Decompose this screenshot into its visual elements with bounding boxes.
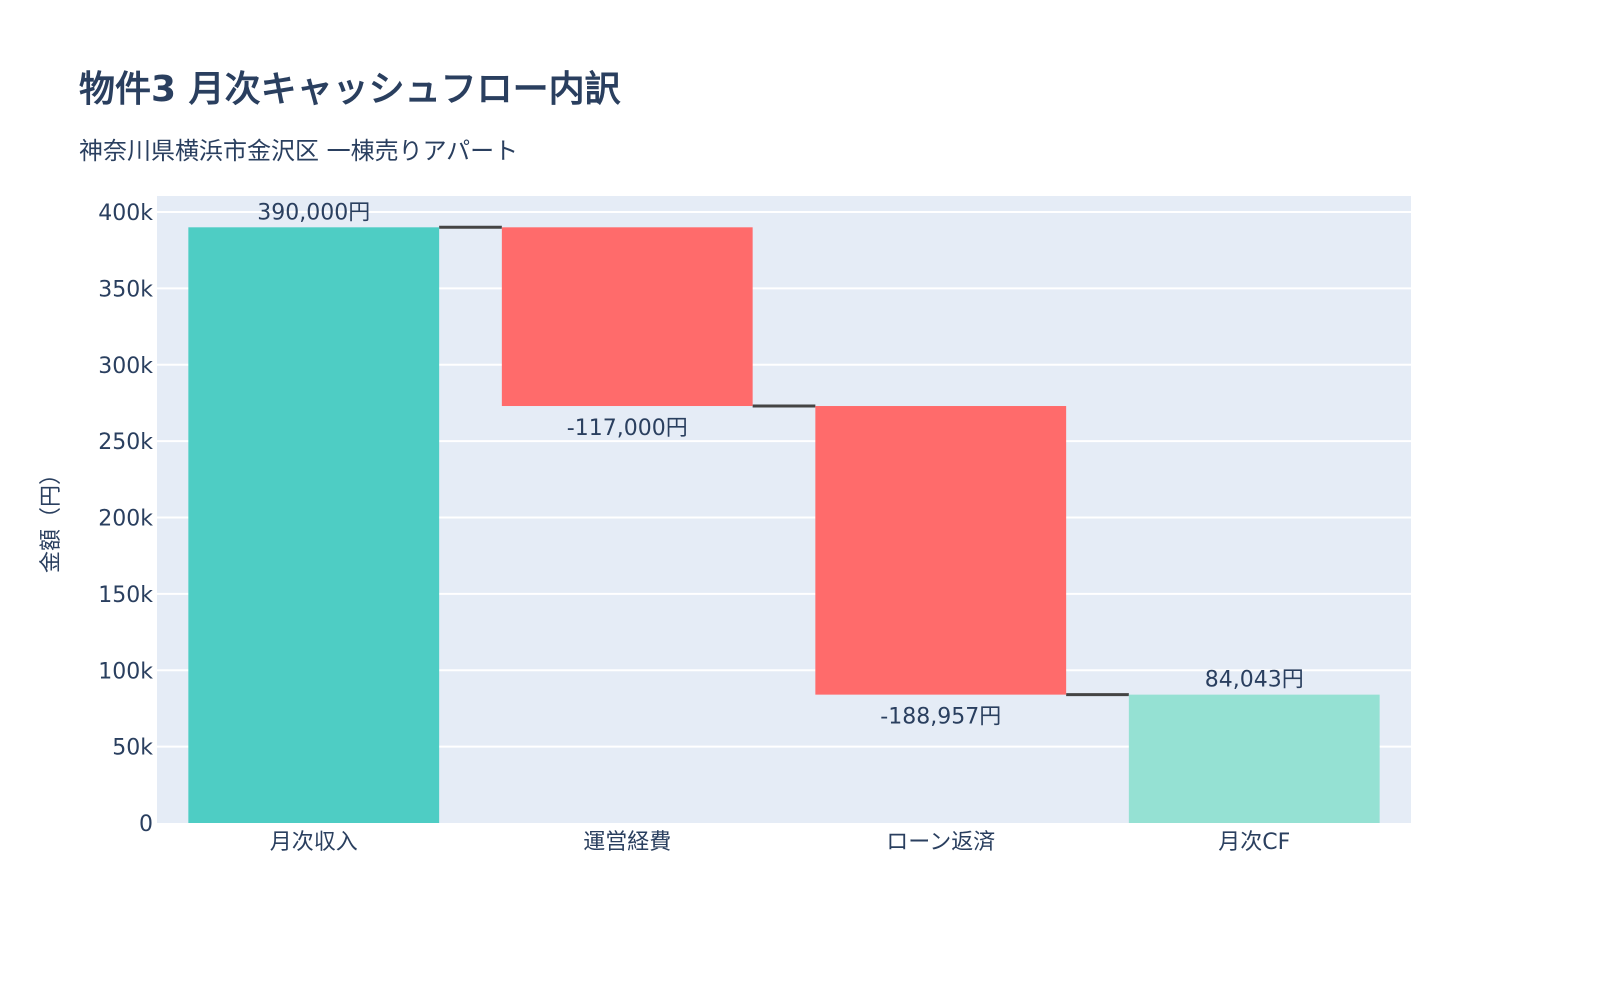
bar-月次収入 [188,227,440,823]
data-labels: 390,000円 -117,000円 -188,957円 84,043円 [257,200,1303,729]
y-tick-label: 100k [98,659,153,684]
y-tick-label: 0 [139,812,153,837]
y-tick-label: 200k [98,507,153,532]
bar-月次CF [1128,694,1380,823]
data-label: -188,957円 [880,705,1001,730]
x-tick-label: 月次CF [1218,830,1290,855]
bar-ローン返済 [815,406,1067,695]
x-tick-label: 運営経費 [583,830,671,855]
chart-subtitle: 神奈川県横浜市金沢区 一棟売りアパート [79,137,519,165]
y-axis-ticks: 0 50k 100k 150k 200k 250k 300k 350k 400k [98,201,153,837]
x-tick-label: 月次収入 [270,830,358,855]
x-tick-label: ローン返済 [886,830,995,855]
y-tick-label: 300k [98,354,153,379]
bars [188,227,1380,823]
y-tick-label: 50k [112,736,153,761]
data-label: -117,000円 [567,416,688,441]
y-tick-label: 400k [98,201,153,226]
y-tick-label: 350k [98,277,153,302]
bar-運営経費 [501,227,753,407]
data-label: 390,000円 [257,200,370,225]
chart-title: 物件3 月次キャッシュフロー内訳 [79,69,621,110]
connectors [439,225,1129,697]
y-axis-title: 金額（円） [39,463,64,573]
y-tick-label: 250k [98,430,153,455]
x-axis-ticks: 月次収入 運営経費 ローン返済 月次CF [270,830,1291,855]
data-label: 84,043円 [1205,668,1304,693]
y-tick-label: 150k [98,583,153,608]
